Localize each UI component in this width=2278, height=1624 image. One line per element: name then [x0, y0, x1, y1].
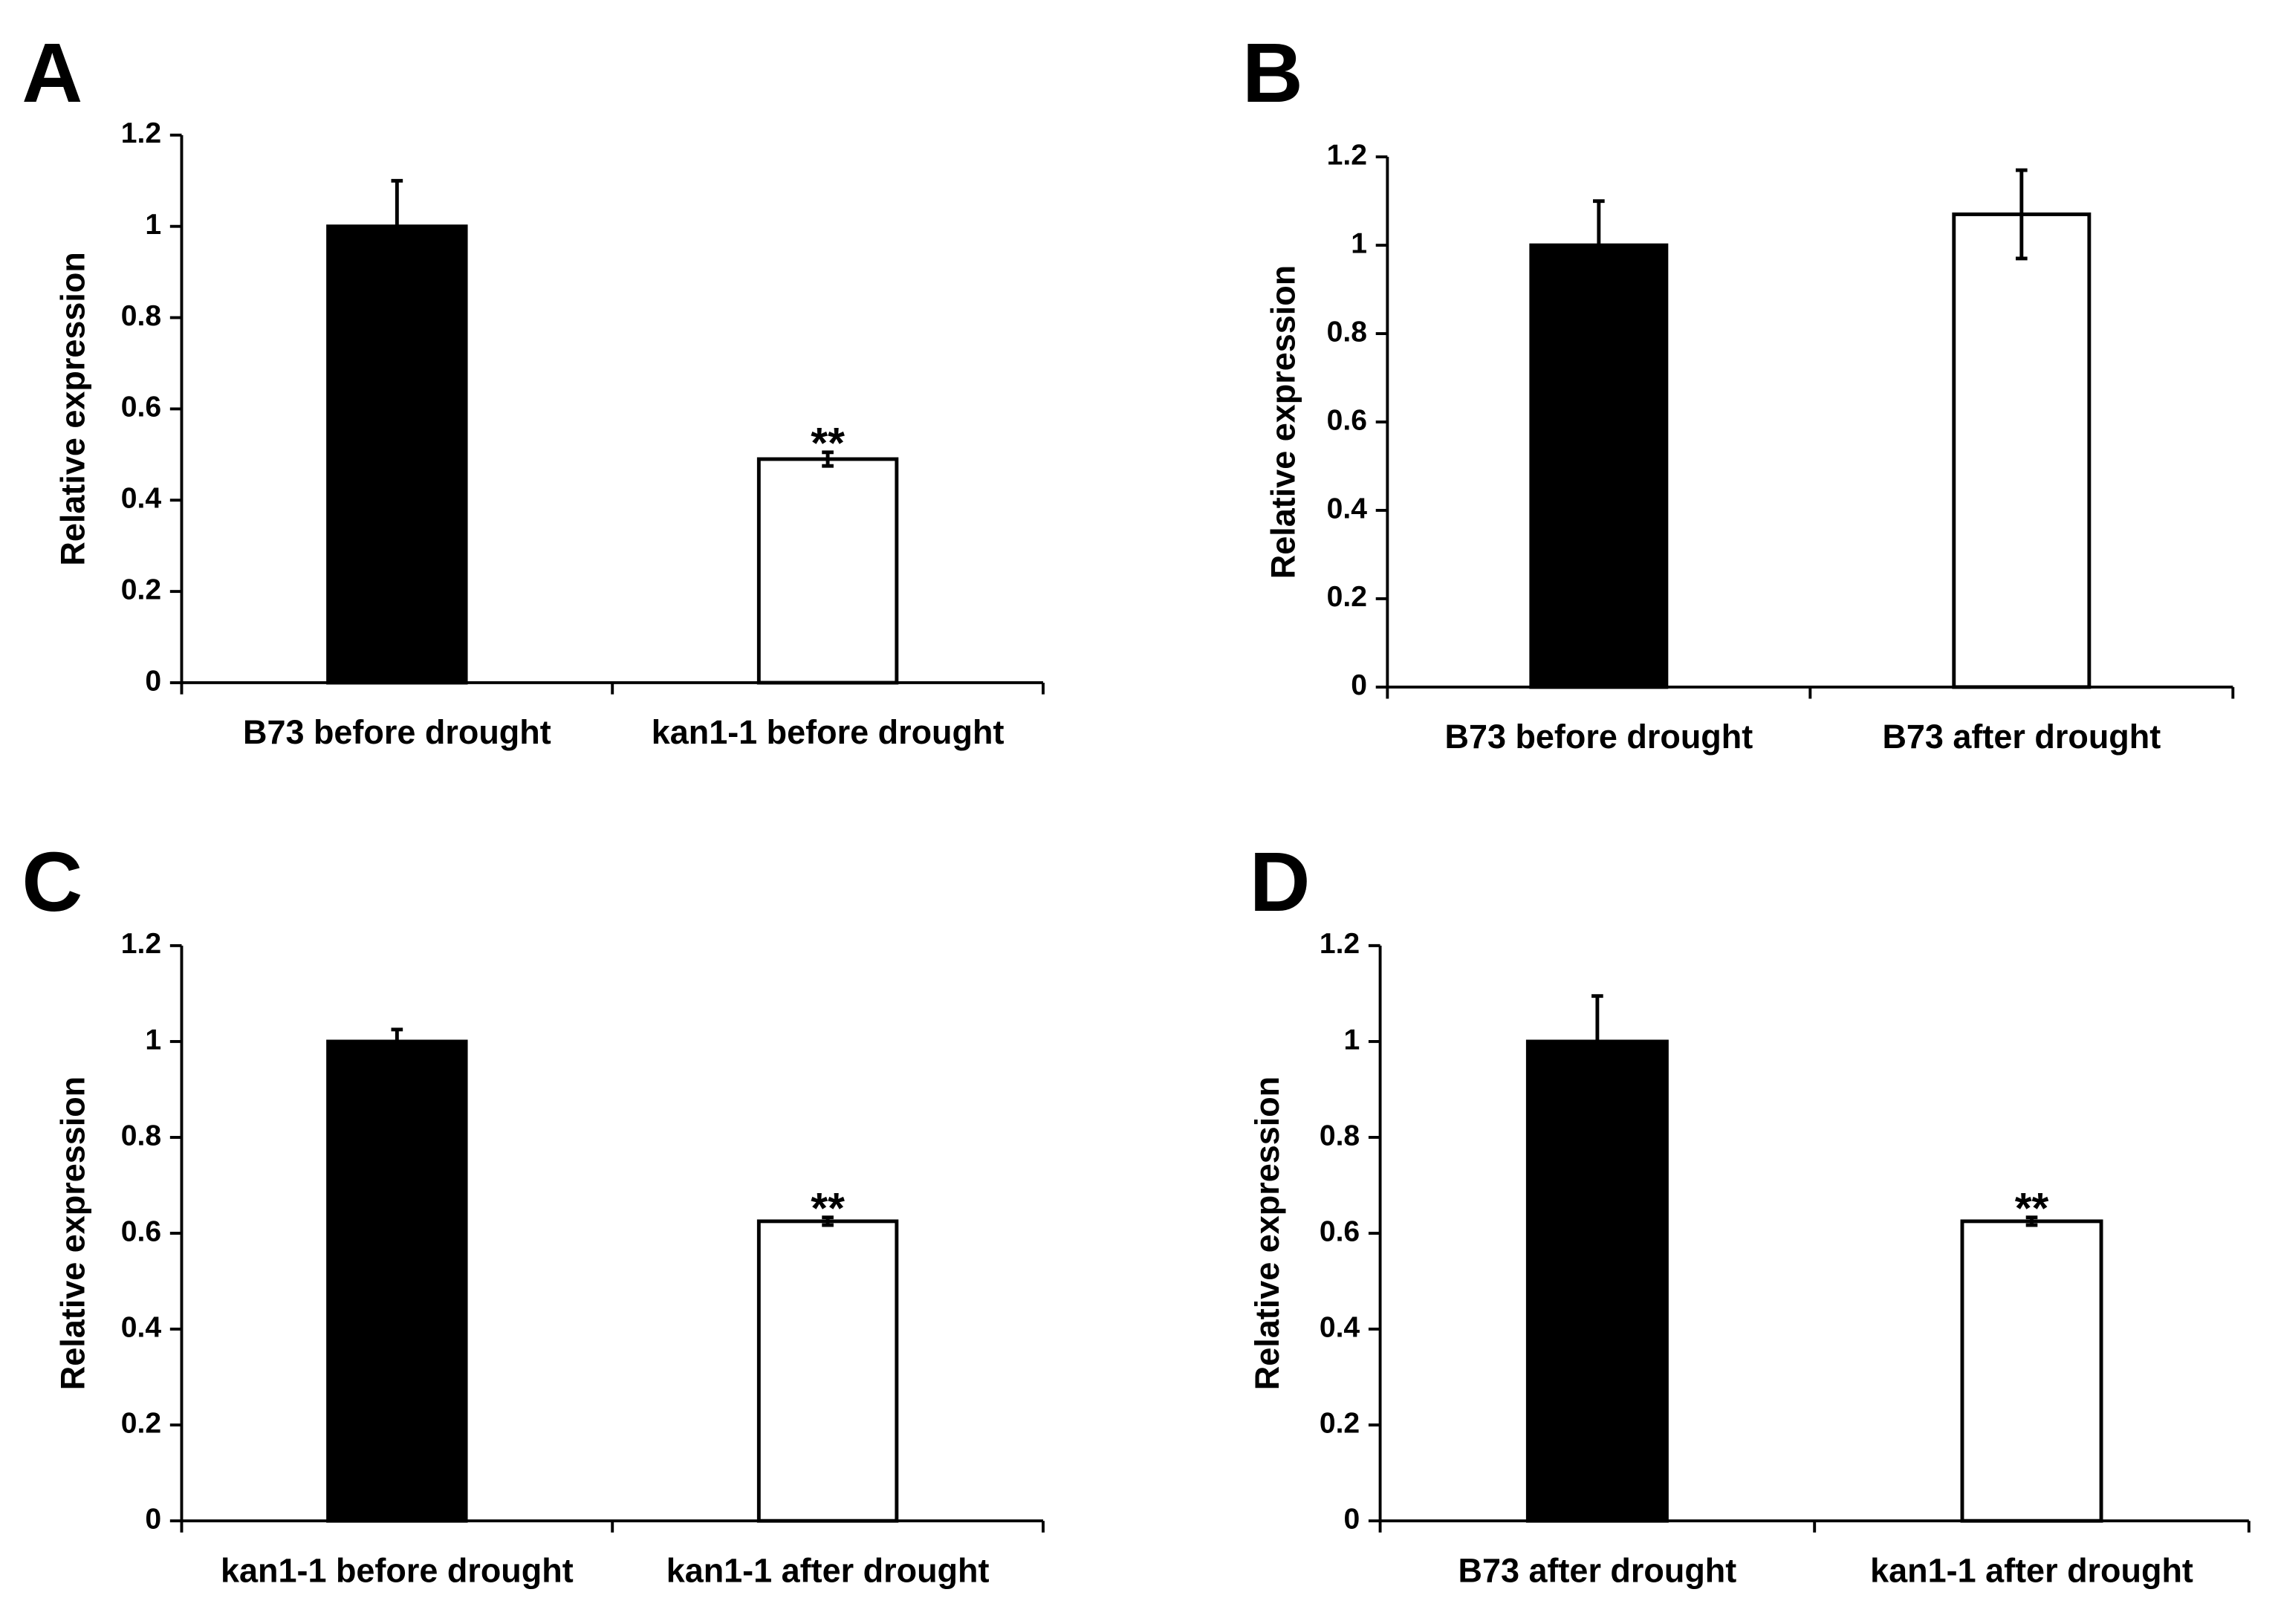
bar [1529, 243, 1669, 689]
significance: ** [811, 420, 845, 468]
y-tick-label: 0.8 [1327, 316, 1367, 348]
y-tick-label: 0.4 [121, 483, 162, 515]
x-tick-label: B73 before drought [243, 713, 551, 751]
error-bar [2016, 168, 2028, 261]
y-tick-label: 0.6 [121, 392, 161, 423]
y-tick-label: 1 [1351, 227, 1367, 259]
y-tick-label: 0.6 [121, 1215, 161, 1247]
y-tick-label: 1 [1343, 1024, 1360, 1056]
y-axis-label: Relative expression [1264, 265, 1302, 579]
x-tick-label: kan1-1 after drought [666, 1551, 990, 1589]
y-tick-label: 0.6 [1327, 404, 1367, 436]
error-bar [391, 178, 403, 274]
bar [756, 457, 899, 685]
y-tick-label: 0.4 [121, 1311, 162, 1343]
y-tick-label: 0.2 [1327, 581, 1367, 613]
y-tick-label: 0.8 [121, 300, 161, 332]
y-tick-label: 1 [145, 209, 161, 241]
panel-label: C [22, 835, 82, 929]
y-tick-label: 0.8 [1320, 1120, 1360, 1152]
y-tick-label: 1.2 [1320, 928, 1360, 960]
x-tick-label: kan1-1 after drought [1870, 1551, 2193, 1589]
y-tick-label: 0.8 [121, 1120, 161, 1152]
error-bar [822, 450, 834, 468]
error-bar [1593, 199, 1605, 292]
bar [326, 224, 468, 685]
y-tick-label: 1.2 [1327, 139, 1367, 171]
y-axis-label: Relative expression [54, 252, 92, 565]
y-tick-label: 0.4 [1320, 1311, 1360, 1343]
y-tick-label: 0 [1343, 1504, 1360, 1536]
bar [1952, 212, 2092, 689]
y-tick-label: 0.4 [1327, 493, 1368, 524]
error-bar [391, 1027, 403, 1056]
y-tick-label: 1.2 [121, 117, 161, 149]
y-tick-label: 0.2 [121, 574, 161, 605]
y-axis-label: Relative expression [54, 1076, 92, 1390]
y-tick-label: 1 [145, 1024, 161, 1056]
x-tick-label: kan1-1 before drought [652, 713, 1005, 751]
x-tick-label: B73 after drought [1882, 718, 2161, 756]
bar [1960, 1219, 2103, 1523]
error-bar [822, 1215, 834, 1227]
y-tick-label: 0.2 [1320, 1407, 1360, 1439]
y-tick-label: 0 [145, 1504, 161, 1536]
y-axis-label: Relative expression [1248, 1076, 1286, 1390]
x-tick-label: B73 after drought [1458, 1551, 1736, 1589]
bar [756, 1219, 899, 1523]
y-tick-label: 0.6 [1320, 1215, 1360, 1247]
panel-label: B [1242, 26, 1303, 120]
error-bar [2025, 1215, 2038, 1227]
bar [326, 1039, 468, 1523]
y-tick-label: 0.2 [121, 1407, 161, 1439]
y-tick-label: 0 [1351, 669, 1367, 701]
error-bar [1591, 994, 1603, 1089]
y-tick-label: 1.2 [121, 928, 161, 960]
significance: ** [811, 1185, 845, 1233]
x-tick-label: B73 before drought [1444, 718, 1753, 756]
significance: ** [2015, 1185, 2049, 1233]
bar [1525, 1039, 1669, 1523]
x-tick-label: kan1-1 before drought [221, 1551, 574, 1589]
y-tick-label: 0 [145, 665, 161, 697]
panel-label: A [22, 26, 82, 120]
panel-label: D [1250, 835, 1311, 929]
